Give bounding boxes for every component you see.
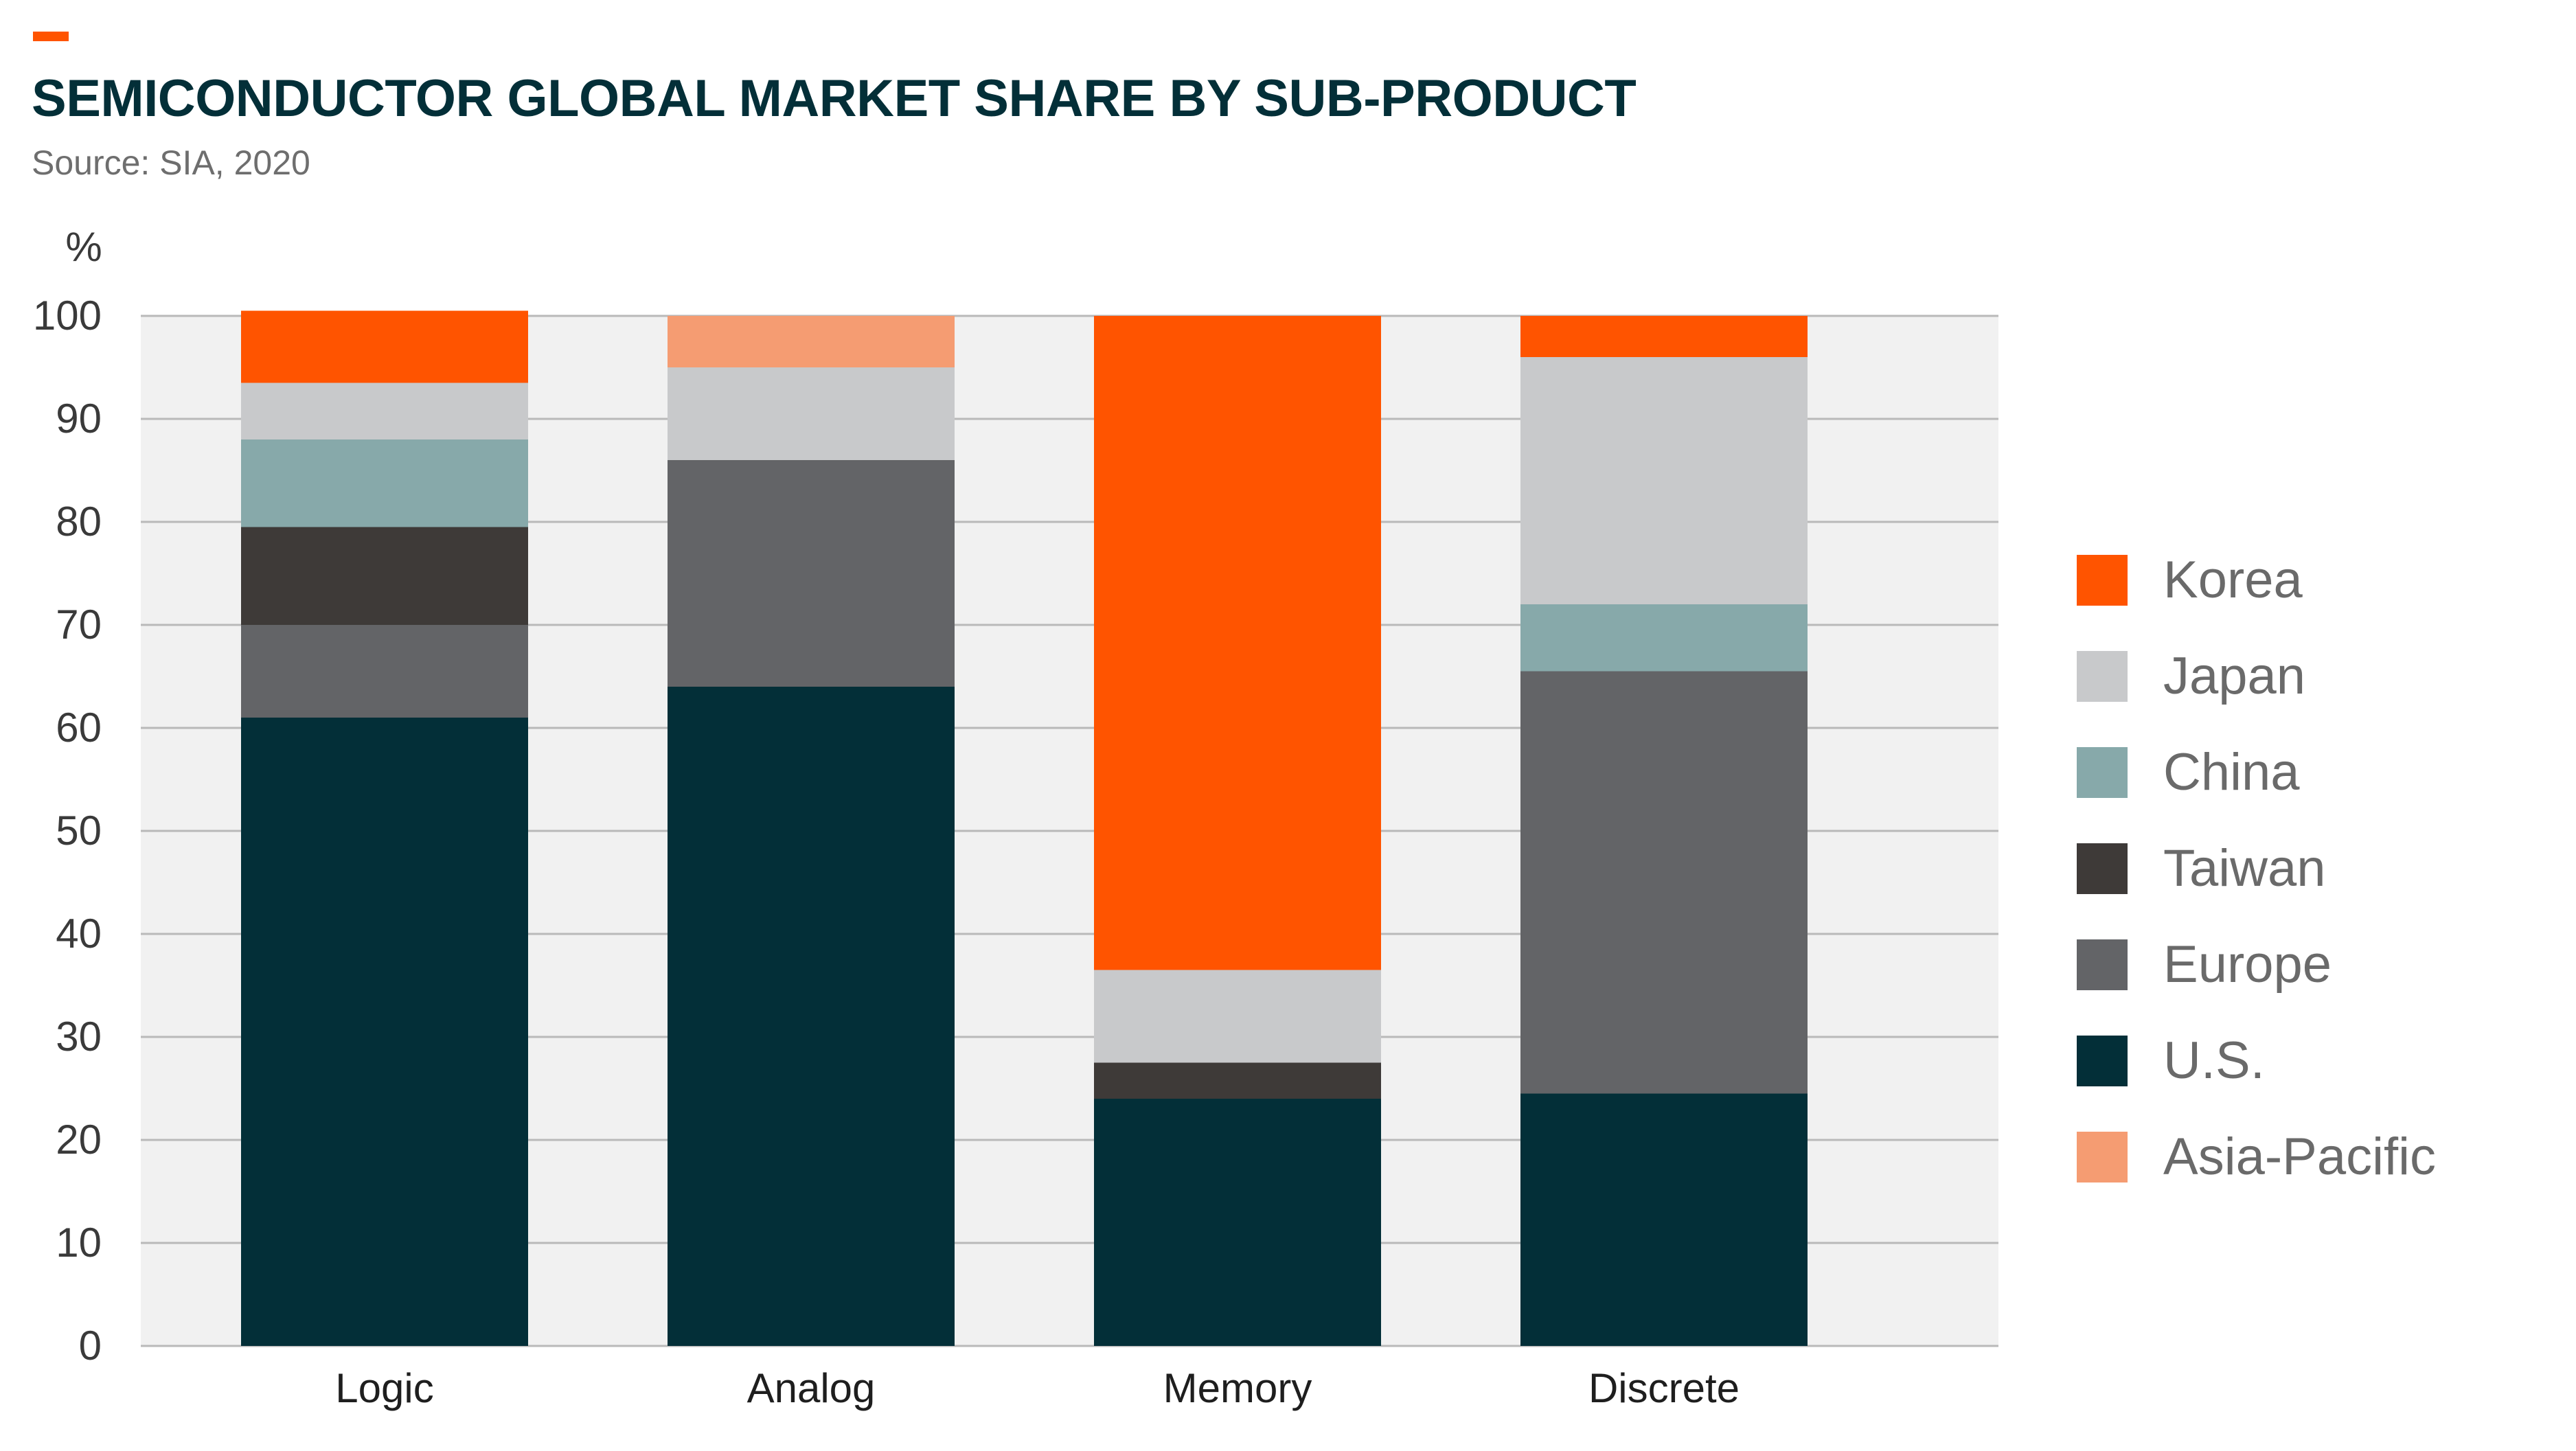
bar-segment-discrete-china bbox=[1520, 604, 1808, 672]
y-tick-label: 10 bbox=[56, 1220, 102, 1266]
y-axis-unit: % bbox=[65, 224, 102, 270]
bar-segment-memory-japan bbox=[1094, 970, 1381, 1063]
bar-segment-analog-u-s bbox=[668, 687, 955, 1346]
legend-swatch bbox=[2077, 747, 2128, 798]
y-tick-label: 100 bbox=[33, 293, 102, 339]
legend-label: U.S. bbox=[2163, 1031, 2265, 1090]
legend-swatch bbox=[2077, 1036, 2128, 1086]
y-tick-label: 90 bbox=[56, 396, 102, 442]
y-tick-label: 80 bbox=[56, 499, 102, 545]
x-tick-label: Discrete bbox=[1588, 1365, 1740, 1411]
y-tick-label: 50 bbox=[56, 808, 102, 854]
legend-swatch bbox=[2077, 939, 2128, 990]
legend-label: Taiwan bbox=[2163, 839, 2326, 898]
bar-segment-discrete-korea bbox=[1520, 316, 1808, 357]
legend-swatch bbox=[2077, 843, 2128, 894]
bar-segment-analog-asia-pacific bbox=[668, 316, 955, 367]
bar-segment-discrete-europe bbox=[1520, 671, 1808, 1094]
y-tick-label: 20 bbox=[56, 1117, 102, 1163]
bar-segment-logic-china bbox=[241, 439, 528, 527]
x-axis: Logic Analog Memory Discrete bbox=[335, 1365, 1740, 1411]
y-tick-label: 70 bbox=[56, 602, 102, 648]
bar-segment-memory-korea bbox=[1094, 316, 1381, 970]
bar-segment-memory-taiwan bbox=[1094, 1062, 1381, 1099]
legend-label: Korea bbox=[2163, 551, 2303, 609]
y-axis: 0 10 20 30 40 50 60 70 80 90 100 bbox=[33, 293, 102, 1369]
legend-label: Japan bbox=[2163, 647, 2305, 705]
chart-title: SEMICONDUCTOR GLOBAL MARKET SHARE BY SUB… bbox=[32, 69, 1637, 128]
bars-group bbox=[241, 310, 1808, 1346]
bar-segment-discrete-u-s bbox=[1520, 1093, 1808, 1346]
bar-segment-logic-korea bbox=[241, 310, 528, 383]
accent-bar bbox=[33, 32, 69, 41]
legend-swatch bbox=[2077, 555, 2128, 606]
bar-segment-logic-u-s bbox=[241, 718, 528, 1346]
legend-swatch bbox=[2077, 1132, 2128, 1182]
bar-segment-analog-europe bbox=[668, 460, 955, 687]
x-tick-label: Logic bbox=[335, 1365, 433, 1411]
bar-segment-discrete-japan bbox=[1520, 357, 1808, 604]
y-tick-label: 40 bbox=[56, 911, 102, 957]
x-tick-label: Analog bbox=[747, 1365, 876, 1411]
legend-label: Asia-Pacific bbox=[2163, 1128, 2436, 1186]
x-tick-label: Memory bbox=[1163, 1365, 1312, 1411]
bar-segment-logic-europe bbox=[241, 625, 528, 718]
bar-segment-logic-japan bbox=[241, 382, 528, 439]
bar-segment-memory-u-s bbox=[1094, 1099, 1381, 1346]
legend-label: Europe bbox=[2163, 935, 2332, 994]
legend-label: China bbox=[2163, 743, 2300, 801]
y-tick-label: 60 bbox=[56, 705, 102, 751]
bar-segment-logic-taiwan bbox=[241, 527, 528, 625]
bar-segment-analog-japan bbox=[668, 367, 955, 460]
legend: Korea Japan China Taiwan Europe U.S. Asia-Paci… bbox=[2077, 551, 2436, 1186]
chart-source: Source: SIA, 2020 bbox=[32, 144, 310, 182]
legend-swatch bbox=[2077, 651, 2128, 702]
y-tick-label: 30 bbox=[56, 1014, 102, 1060]
y-tick-label: 0 bbox=[79, 1323, 102, 1369]
